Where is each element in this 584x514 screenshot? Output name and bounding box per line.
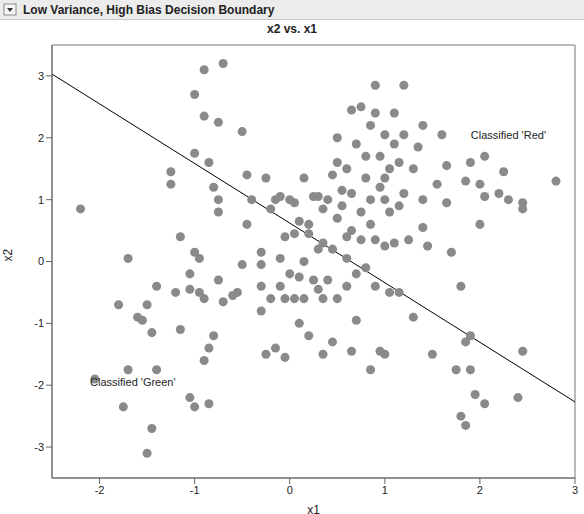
svg-text:2: 2 xyxy=(38,132,44,144)
svg-text:x2: x2 xyxy=(8,249,15,262)
svg-text:1: 1 xyxy=(382,484,388,496)
svg-text:3: 3 xyxy=(38,70,44,82)
html-text:Low Variance, High Bias Decisi: Low Variance, High Bias Decision Boundar… xyxy=(23,2,275,17)
html-text:x2 vs. x1: x2 vs. x1 xyxy=(267,22,317,36)
svg-text:Classified 'Green': Classified 'Green' xyxy=(90,376,176,388)
svg-text:3: 3 xyxy=(572,484,576,496)
svg-text:0: 0 xyxy=(287,484,293,496)
svg-text:-2: -2 xyxy=(34,379,44,391)
svg-text:0: 0 xyxy=(38,255,44,267)
svg-text:-2: -2 xyxy=(95,484,105,496)
svg-text:-1: -1 xyxy=(34,317,44,329)
svg-text:1: 1 xyxy=(38,194,44,206)
svg-text:-3: -3 xyxy=(34,441,44,453)
svg-text:x1: x1 xyxy=(307,503,320,514)
svg-text:Classified 'Red': Classified 'Red' xyxy=(471,129,546,141)
svg-text:2: 2 xyxy=(477,484,483,496)
svg-text:-1: -1 xyxy=(190,484,200,496)
